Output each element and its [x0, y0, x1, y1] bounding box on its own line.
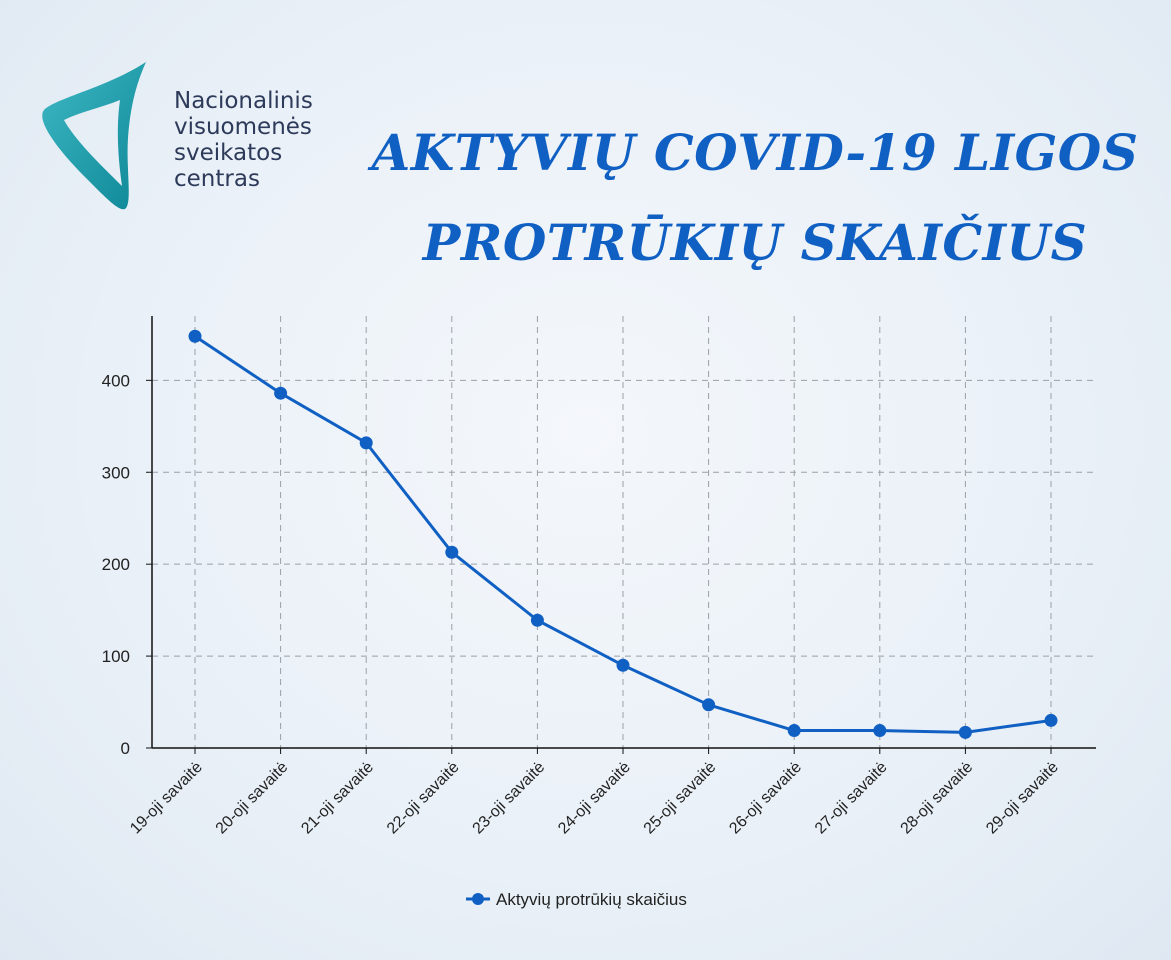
legend-label: Aktyvių protrūkių skaičius: [496, 890, 687, 909]
logo-line: centras: [174, 166, 260, 192]
logo-text: Nacionalinis visuomenės sveikatos centra…: [174, 88, 313, 192]
x-tick-label: 27-oji savaitė: [812, 759, 891, 838]
x-tick-label: 25-oji savaitė: [641, 759, 720, 838]
logo-line: sveikatos: [174, 140, 283, 166]
x-tick-label: 21-oji savaitė: [298, 759, 377, 838]
page-title: AKTYVIŲ COVID-19 LIGOS PROTRŪKIŲ SKAIČIU…: [360, 108, 1150, 288]
x-tick-label: 26-oji savaitė: [726, 759, 805, 838]
logo-line: Nacionalinis: [174, 88, 313, 114]
data-point: [958, 725, 972, 739]
title-line-1: AKTYVIŲ COVID-19 LIGOS: [371, 123, 1139, 182]
logo-line: visuomenės: [174, 114, 312, 140]
y-tick-label: 100: [102, 647, 130, 666]
data-point: [274, 386, 288, 400]
title-line-2: PROTRŪKIŲ SKAIČIUS: [422, 213, 1088, 272]
data-point: [188, 329, 202, 343]
data-point: [530, 613, 544, 627]
x-tick-label: 22-oji savaitė: [384, 759, 463, 838]
data-point: [873, 724, 887, 738]
data-point: [787, 724, 801, 738]
data-point: [1044, 713, 1058, 727]
legend: Aktyvių protrūkių skaičius: [466, 890, 687, 909]
y-tick-label: 400: [102, 371, 130, 390]
data-point: [616, 658, 630, 672]
data-point: [445, 545, 459, 559]
legend-marker: [472, 893, 484, 905]
data-point: [359, 436, 373, 450]
y-tick-label: 200: [102, 555, 130, 574]
x-tick-label: 24-oji savaitė: [555, 759, 634, 838]
y-axis-ticks: 0 100 200 300 400: [102, 371, 152, 758]
axes: [151, 316, 1096, 749]
series-group: [188, 329, 1058, 739]
x-tick-label: 23-oji savaitė: [470, 759, 549, 838]
x-axis-ticks: 19-oji savaitė 20-oji savaitė 21-oji savai…: [127, 748, 1062, 837]
y-tick-label: 300: [102, 463, 130, 482]
x-tick-label: 20-oji savaitė: [213, 759, 292, 838]
y-tick-label: 0: [121, 739, 130, 758]
x-tick-label: 28-oji savaitė: [898, 759, 977, 838]
nvsc-logo: [42, 62, 146, 210]
data-point: [702, 698, 716, 712]
x-tick-label: 29-oji savaitė: [983, 759, 1062, 838]
logo-swoosh-icon: [42, 62, 146, 210]
grid-lines: [152, 316, 1096, 748]
x-tick-label: 19-oji savaitė: [127, 759, 206, 838]
